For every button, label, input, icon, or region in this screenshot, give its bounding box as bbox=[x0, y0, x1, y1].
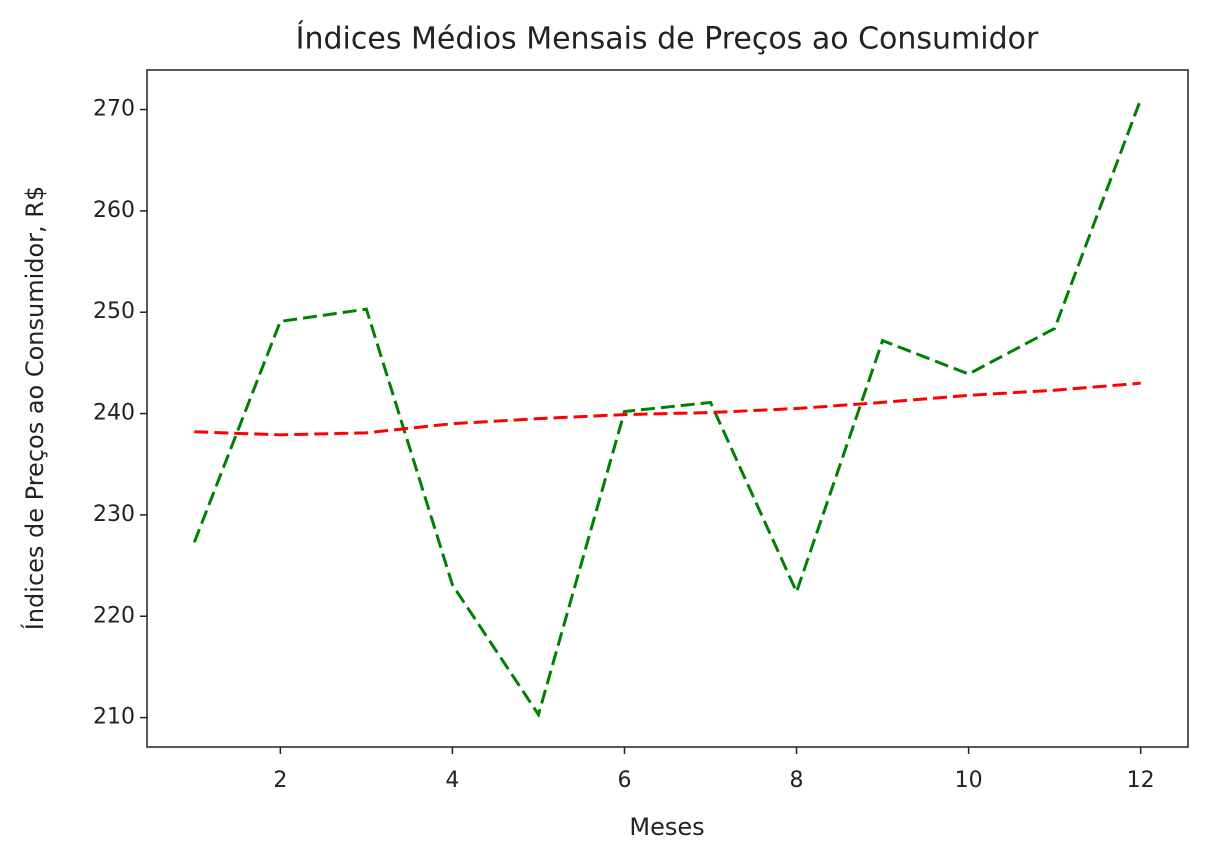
y-axis-label: Índices de Preços ao Consumidor, R$ bbox=[20, 186, 49, 631]
y-tick-label: 240 bbox=[93, 401, 135, 426]
data-line bbox=[194, 381, 1141, 437]
y-tick-label: 210 bbox=[93, 705, 135, 730]
x-tick-label: 2 bbox=[273, 768, 287, 793]
chart-title: Índices Médios Mensais de Preços ao Cons… bbox=[296, 21, 1039, 57]
y-tick-label: 270 bbox=[93, 97, 135, 122]
y-tick-label: 220 bbox=[93, 603, 135, 628]
x-axis-label: Meses bbox=[629, 813, 704, 841]
x-tick-label: 8 bbox=[790, 768, 804, 793]
x-tick-label: 12 bbox=[1127, 768, 1155, 793]
y-tick-label: 260 bbox=[93, 198, 135, 223]
y-tick-label: 230 bbox=[93, 502, 135, 527]
y-tick-label: 250 bbox=[93, 299, 135, 324]
x-tick-label: 6 bbox=[617, 768, 631, 793]
data-line bbox=[192, 98, 1143, 719]
plot-frame bbox=[146, 69, 1189, 748]
x-tick-label: 10 bbox=[955, 768, 983, 793]
x-tick-label: 4 bbox=[445, 768, 459, 793]
